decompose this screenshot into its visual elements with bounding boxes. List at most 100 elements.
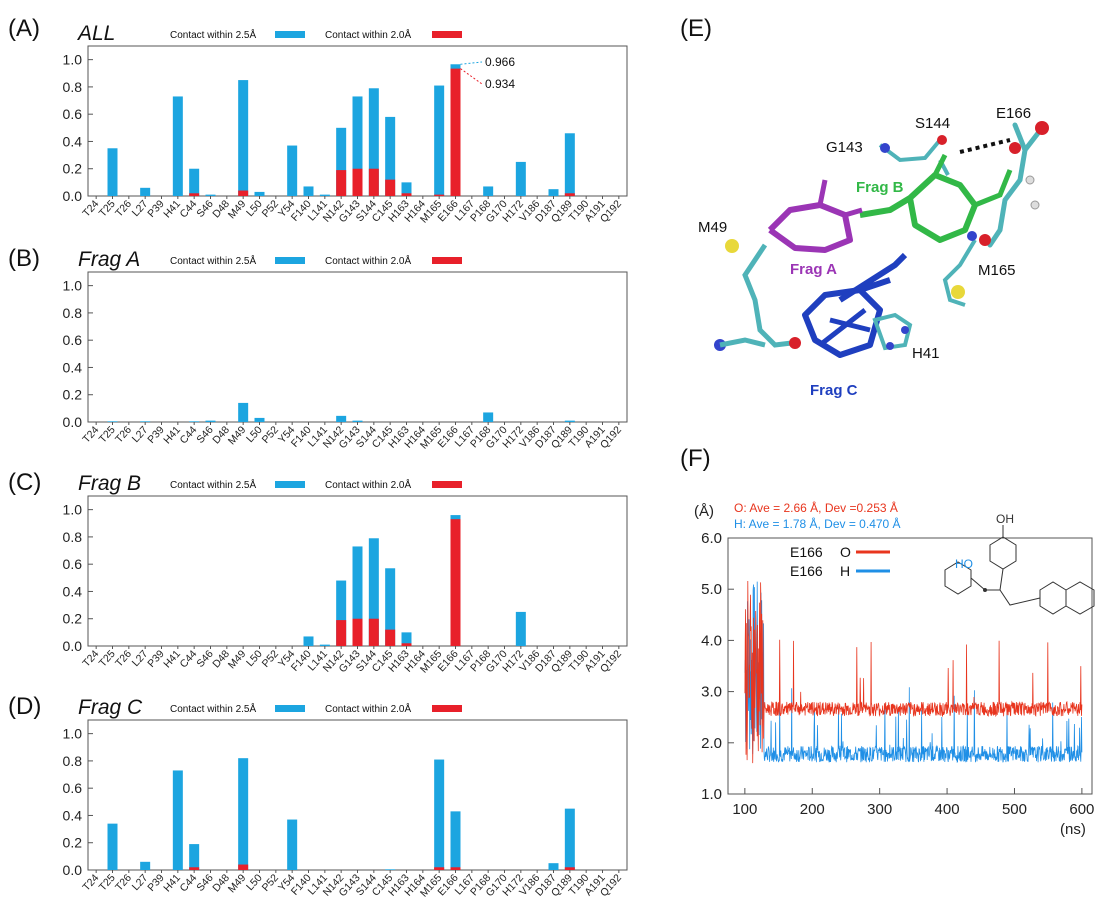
annotation-leader (460, 68, 483, 85)
bar-contact-2-5 (336, 415, 347, 422)
fragment-label: Frag C (810, 382, 858, 399)
bar-contact-2-5 (385, 869, 396, 870)
bar-contact-2-5 (238, 402, 249, 422)
plot-frame (87, 271, 628, 423)
bar-contact-2-0 (401, 643, 412, 646)
line-plot-distance: 1.0 2.0 3.0 4.0 5.0 6.0 100 200 300 400 500 600 (Å) (… (694, 500, 1094, 838)
y-tick-label: 4.0 (701, 632, 722, 649)
y-tick-label: 0.2 (63, 387, 83, 403)
bar-contact-2-5 (548, 189, 559, 196)
bar-contact-2-5 (189, 421, 200, 422)
bar-contact-2-5 (548, 863, 559, 870)
legend-swatch-2-0 (432, 705, 462, 712)
x-tick-label: 500 (1002, 801, 1027, 818)
legend-swatch-2-0 (432, 31, 462, 38)
bar-contact-2-5 (515, 611, 526, 646)
bar-contact-2-5 (564, 420, 575, 422)
bar-contact-2-5 (189, 844, 200, 870)
bar-contact-2-5 (205, 194, 216, 196)
bar-contact-2-5 (450, 811, 461, 870)
bar-contact-2-5 (434, 85, 445, 196)
plot-frame (87, 719, 628, 871)
legend-prefix: E166 (790, 563, 823, 579)
bar-contact-2-5 (107, 421, 118, 422)
x-tick-label: 100 (732, 801, 757, 818)
bar-contact-2-0 (385, 629, 396, 646)
bar-contact-2-0 (336, 170, 347, 196)
bar-contact-2-5 (385, 568, 396, 646)
bar-contact-2-5 (483, 412, 494, 422)
bar-contact-2-5 (564, 808, 575, 870)
y-tick-label: 0.6 (63, 332, 83, 348)
legend-label-2-5: Contact within 2.5Å (170, 702, 256, 715)
bar-contact-2-5 (401, 182, 412, 196)
bar-contact-2-0 (336, 620, 347, 646)
y-tick-label: 0.2 (63, 835, 83, 851)
bar-contact-2-5 (352, 546, 363, 646)
y-tick-label: 0.4 (63, 133, 83, 149)
annotation-leader (460, 61, 483, 65)
bar-contact-2-0 (368, 168, 379, 196)
bar-contact-2-5 (238, 758, 249, 870)
inset-label-ho: HO (955, 557, 973, 571)
x-axis-unit: (ns) (1060, 821, 1086, 838)
bar-contact-2-0 (450, 68, 461, 196)
annotation-label: 0.934 (485, 77, 515, 91)
legend-swatch-2-5 (275, 257, 305, 264)
y-tick-label: 0.0 (63, 862, 83, 878)
bar-contact-2-5 (172, 770, 183, 870)
bar-contact-2-5 (303, 636, 314, 646)
bar-contact-2-5 (172, 96, 183, 196)
bar-contact-2-5 (336, 580, 347, 646)
bar-contact-2-0 (450, 519, 461, 646)
bar-contact-2-5 (205, 420, 216, 422)
series-line-h (744, 581, 1083, 764)
stat-h: H: Ave = 1.78 Å, Dev = 0.470 Å (734, 516, 901, 531)
residue-label: M165 (978, 262, 1016, 279)
legend-series-name: H (840, 563, 850, 579)
y-tick-label: 0.6 (63, 780, 83, 796)
y-tick-label: 1.0 (63, 726, 83, 742)
bar-contact-2-5 (336, 127, 347, 196)
bar-contact-2-5 (140, 421, 151, 422)
inset-label-oh: OH (996, 512, 1014, 526)
legend-label-2-5: Contact within 2.5Å (170, 478, 256, 491)
bar-contact-2-5 (303, 186, 314, 196)
y-tick-label: 2.0 (701, 735, 722, 752)
bar-contact-2-0 (238, 190, 249, 196)
panel-label-c: (C) (8, 469, 41, 496)
annotation-label: 0.966 (485, 55, 515, 69)
y-tick-label: 0.0 (63, 638, 83, 654)
panel-label-d: (D) (8, 693, 41, 720)
panel-label-e: (E) (680, 15, 712, 42)
x-tick-label: 200 (800, 801, 825, 818)
legend-label-2-0: Contact within 2.0Å (325, 28, 411, 41)
panel-label-b: (B) (8, 245, 40, 272)
legend-series-name: O (840, 544, 851, 560)
bar-contact-2-5 (140, 861, 151, 870)
residue-label: H41 (912, 345, 940, 362)
bar-contact-2-5 (140, 187, 151, 196)
legend-prefix: E166 (790, 544, 823, 560)
bar-contact-2-5 (385, 116, 396, 196)
legend-label-2-0: Contact within 2.0Å (325, 702, 411, 715)
bar-contact-2-5 (515, 161, 526, 196)
bar-contact-2-5 (238, 80, 249, 196)
y-tick-label: 3.0 (701, 684, 722, 701)
fragment-label: Frag A (790, 261, 837, 278)
bar-contact-2-0 (385, 179, 396, 196)
y-tick-label: 0.4 (63, 583, 83, 599)
bar-contact-2-5 (368, 88, 379, 196)
bar-chart-frag-a: Frag A Contact within 2.5Å Contact within … (63, 248, 628, 452)
legend-label-2-0: Contact within 2.0Å (325, 254, 411, 267)
chart-title: Frag C (78, 696, 143, 719)
y-tick-label: 0.0 (63, 414, 83, 430)
chart-title: Frag B (78, 472, 141, 495)
panel-label-a: (A) (8, 15, 40, 42)
residue-label: G143 (826, 139, 863, 156)
bar-contact-2-5 (107, 823, 118, 870)
stat-o: O: Ave = 2.66 Å, Dev =0.253 Å (734, 500, 898, 515)
legend-swatch-2-5 (275, 481, 305, 488)
plot-frame (727, 537, 1093, 795)
